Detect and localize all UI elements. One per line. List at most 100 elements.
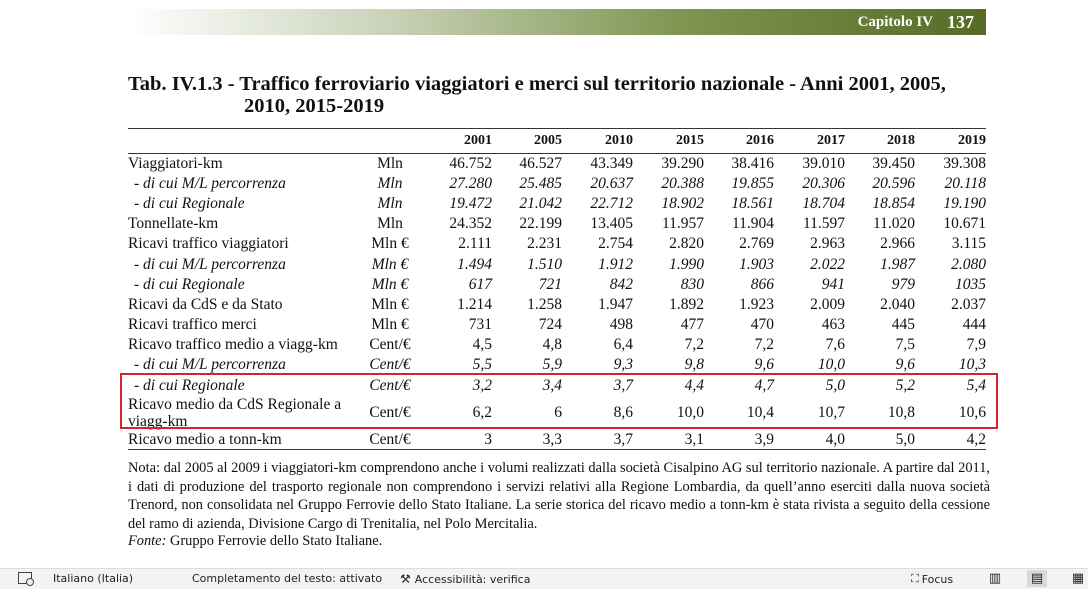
table-header-row: 2001 2005 2010 2015 2016 2017 2018 2019 [128,128,986,154]
table-cell: 3,1 [633,429,704,451]
table-row: Ricavo medio da CdS Regionale a viagg-km… [128,396,986,430]
table-cell: 5,4 [966,376,986,394]
table-cell: 2.009 [810,295,845,313]
table-cell: 18.854 [872,194,915,212]
table-row: Ricavo medio a tonn-km Cent/€ 3 3,3 3,7 3,1 3,… [128,429,986,451]
table-cell: 4,4 [684,376,704,394]
table-row: - di cui Regionale Mln 19.472 21.042 22.712 1… [128,194,986,214]
table-cell: 3 [420,429,492,451]
table-cell: 1.912 [598,255,633,273]
table-cell: 21.042 [519,194,562,212]
table-cell: 3,9 [704,429,774,451]
table-cell: 1.892 [669,295,704,313]
table-cell: 9,6 [895,356,915,374]
table-cell: 7,2 [754,336,774,354]
row-label: - di cui M/L percorrenza [134,356,286,374]
read-mode-icon[interactable]: ▥ [988,571,1002,586]
row-unit: Mln € [371,235,409,253]
table-note: Nota: dal 2005 al 2009 i viaggiatori-km … [128,460,990,532]
table-cell: 2.769 [739,235,774,253]
chapter-label: Capitolo IV [857,14,933,30]
table-cell: 10,7 [817,403,845,421]
table-cell: 5,0 [845,429,915,451]
table-cell: 3,3 [492,429,562,451]
text-completion-status[interactable]: Completamento del testo: attivato [192,572,383,585]
table-row: Tonnellate-km Mln 24.352 22.199 13.405 11.957… [128,214,986,234]
year-header: 2010 [562,128,633,154]
row-unit: Cent/€ [360,429,420,451]
table-cell: 5,9 [542,356,562,374]
table-cell: 1035 [955,275,986,293]
table-cell: 7,5 [895,336,915,354]
table-cell: 9,6 [754,356,774,374]
table-cell: 10,8 [887,403,915,421]
table-cell: 5,5 [472,356,492,374]
year-header: 2018 [845,128,915,154]
table-cell: 1.258 [527,295,562,313]
table-cell: 445 [891,316,915,334]
accessibility-status[interactable]: ⚒ Accessibilità: verifica [400,572,530,586]
row-label: Ricavo traffico medio a viagg-km [128,336,338,354]
row-label: Ricavi da CdS e da Stato [128,295,283,313]
table-cell: 22.712 [590,194,633,212]
table-cell: 46.752 [449,154,492,172]
table-cell: 39.010 [802,154,845,172]
table-cell: 18.704 [802,194,845,212]
row-unit: Cent/€ [369,356,411,374]
table-cell: 27.280 [449,174,492,192]
row-unit: Mln [377,215,403,233]
web-layout-icon[interactable]: ▦ [1071,571,1085,586]
table-cell: 10.671 [943,215,986,233]
table-cell: 19.472 [449,194,492,212]
focus-button[interactable]: ⛶ Focus [911,572,953,586]
table-cell: 11.957 [661,215,704,233]
row-label: Ricavo medio da CdS Regionale a viagg-km [128,395,342,430]
table-cell: 19.855 [731,174,774,192]
language-status[interactable]: Italiano (Italia) [53,572,134,585]
row-unit: Mln € [371,255,409,273]
table-cell: 2.022 [810,255,845,273]
table-cell: 11.597 [802,215,845,233]
table-cell: 5,0 [825,376,845,394]
table-cell: 2.040 [880,295,915,313]
chapter-header-bar: Capitolo IV 137 [128,9,986,35]
table-cell: 10,4 [746,403,774,421]
table-body: Viaggiatori-km Mln 46.752 46.527 43.349 39.29… [128,154,986,451]
row-unit: Mln [377,154,403,172]
table-cell: 731 [468,316,492,334]
table-cell: 39.290 [661,154,704,172]
table-cell: 721 [538,275,562,293]
table-cell: 18.561 [731,194,774,212]
table-cell: 11.020 [872,215,915,233]
table-cell: 4,8 [542,336,562,354]
table-cell: 6,4 [613,336,633,354]
table-cell: 39.308 [943,154,986,172]
table-cell: 9,3 [613,356,633,374]
table-cell: 10,6 [958,403,986,421]
table-cell: 9,8 [684,356,704,374]
table-cell: 1.903 [739,255,774,273]
table-cell: 724 [538,316,562,334]
table-cell: 24.352 [449,215,492,233]
row-label: Viaggiatori-km [128,154,223,172]
table-cell: 1.923 [739,295,774,313]
table-cell: 10,3 [958,356,986,374]
row-label: - di cui Regionale [134,376,245,394]
table-cell: 2.037 [951,295,986,313]
focus-icon: ⛶ [911,572,919,585]
row-unit: Mln € [371,316,409,334]
table-cell: 7,2 [684,336,704,354]
row-label: Tonnellate-km [128,215,219,233]
proofing-icon[interactable] [18,572,34,586]
table-cell: 3,4 [542,376,562,394]
table-cell: 1.510 [527,255,562,273]
table-cell: 444 [962,316,986,334]
row-label: Ricavi traffico viaggiatori [128,235,289,253]
table-cell: 38.416 [731,154,774,172]
source-text: Gruppo Ferrovie dello Stato Italiane. [169,533,383,549]
table-title: Tab. IV.1.3 - Traffico ferroviario viagg… [128,73,998,117]
print-layout-icon[interactable]: ▤ [1027,570,1047,587]
row-label: Ricavi traffico merci [128,316,257,334]
table-cell: 4,5 [472,336,492,354]
title-line-2: 2010, 2015-2019 [244,95,385,117]
